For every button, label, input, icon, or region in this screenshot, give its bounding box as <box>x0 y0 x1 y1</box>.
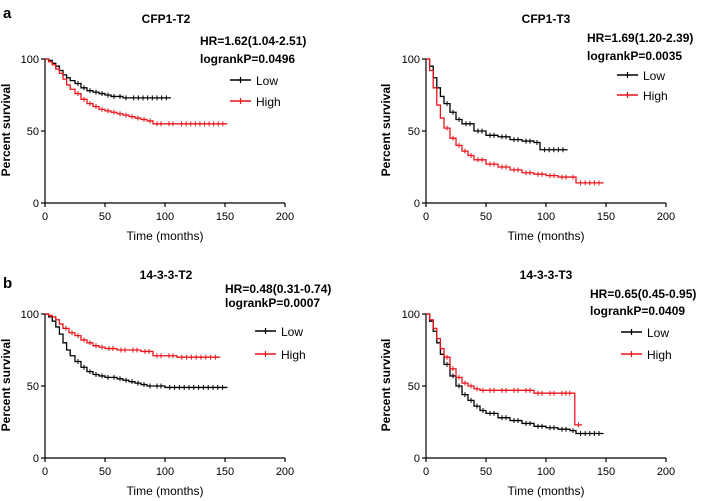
x-axis-label: Time (months) <box>127 229 204 243</box>
y-tick-label: 0 <box>414 198 420 210</box>
x-axis-label: Time (months) <box>508 484 585 498</box>
y-tick-label: 50 <box>408 381 420 393</box>
y-tick-label: 50 <box>27 381 39 393</box>
legend-high-label: High <box>281 348 306 362</box>
y-tick-label: 50 <box>408 126 420 138</box>
y-axis-label: Percent survival <box>379 84 393 177</box>
y-tick-label: 100 <box>21 309 39 321</box>
x-tick-label: 200 <box>657 211 675 223</box>
chart-title: 14-3-3-T2 <box>140 268 193 282</box>
legend-low-label: Low <box>281 325 303 339</box>
chart-title: CFP1-T2 <box>142 12 191 26</box>
panel-label-b: b <box>3 275 12 292</box>
x-tick-label: 50 <box>480 211 492 223</box>
legend-low-label: Low <box>256 74 278 88</box>
x-axis-label: Time (months) <box>508 229 585 243</box>
legend-low-label: Low <box>643 69 665 83</box>
x-tick-label: 100 <box>537 466 555 478</box>
hazard-ratio: HR=0.48(0.31-0.74) <box>225 282 331 296</box>
hazard-ratio: HR=1.62(1.04-2.51) <box>200 34 306 48</box>
logrank-p: logrankP=0.0409 <box>590 304 685 318</box>
x-tick-label: 50 <box>480 466 492 478</box>
legend-low-label: Low <box>647 326 669 340</box>
x-axis-label: Time (months) <box>127 484 204 498</box>
x-tick-label: 150 <box>216 211 234 223</box>
y-tick-label: 0 <box>33 453 39 465</box>
y-axis-label: Percent survival <box>0 339 13 432</box>
km-chart-cfp1-t2: CFP1-T2 HR=1.62(1.04-2.51) logrankP=0.04… <box>0 12 306 243</box>
survival-curve-low <box>45 313 228 389</box>
y-tick-label: 0 <box>33 198 39 210</box>
x-tick-label: 150 <box>216 466 234 478</box>
survival-curve-high <box>45 313 221 358</box>
hazard-ratio: HR=1.69(1.20-2.39) <box>587 31 693 45</box>
km-chart-cfp1-t3: CFP1-T3 HR=1.69(1.20-2.39) logrankP=0.00… <box>379 12 693 243</box>
x-tick-label: 0 <box>423 211 429 223</box>
chart-title: 14-3-3-T3 <box>520 268 573 282</box>
logrank-p: logrankP=0.0035 <box>587 49 682 63</box>
x-tick-label: 100 <box>156 466 174 478</box>
y-axis-label: Percent survival <box>0 84 13 177</box>
km-chart-14-3-3-t2: 14-3-3-T2 HR=0.48(0.31-0.74) logrankP=0.… <box>0 268 331 498</box>
x-tick-label: 100 <box>537 211 555 223</box>
survival-curve-high <box>45 58 228 125</box>
y-axis-label: Percent survival <box>379 339 393 432</box>
y-tick-label: 100 <box>21 54 39 66</box>
x-tick-label: 200 <box>276 211 294 223</box>
logrank-p: logrankP=0.0496 <box>200 52 295 66</box>
x-tick-label: 0 <box>42 466 48 478</box>
km-chart-14-3-3-t3: 14-3-3-T3 HR=0.65(0.45-0.95) logrankP=0.… <box>379 268 696 498</box>
panel-label-a: a <box>3 5 12 22</box>
x-tick-label: 0 <box>423 466 429 478</box>
x-tick-label: 50 <box>99 466 111 478</box>
x-tick-label: 200 <box>657 466 675 478</box>
survival-curve-low <box>45 58 171 99</box>
chart-title: CFP1-T3 <box>522 12 571 26</box>
y-tick-label: 100 <box>402 309 420 321</box>
survival-curve-low <box>426 58 568 151</box>
x-tick-label: 0 <box>42 211 48 223</box>
logrank-p: logrankP=0.0007 <box>225 296 320 310</box>
x-tick-label: 200 <box>276 466 294 478</box>
x-tick-label: 100 <box>156 211 174 223</box>
x-tick-label: 150 <box>597 211 615 223</box>
survival-curve-high <box>426 58 604 184</box>
hazard-ratio: HR=0.65(0.45-0.95) <box>590 287 696 301</box>
legend-high-label: High <box>647 348 672 362</box>
y-tick-label: 50 <box>27 126 39 138</box>
y-tick-label: 100 <box>402 54 420 66</box>
legend-high-label: High <box>256 95 281 109</box>
x-tick-label: 150 <box>597 466 615 478</box>
legend-high-label: High <box>643 89 668 103</box>
x-tick-label: 50 <box>99 211 111 223</box>
y-tick-label: 0 <box>414 453 420 465</box>
